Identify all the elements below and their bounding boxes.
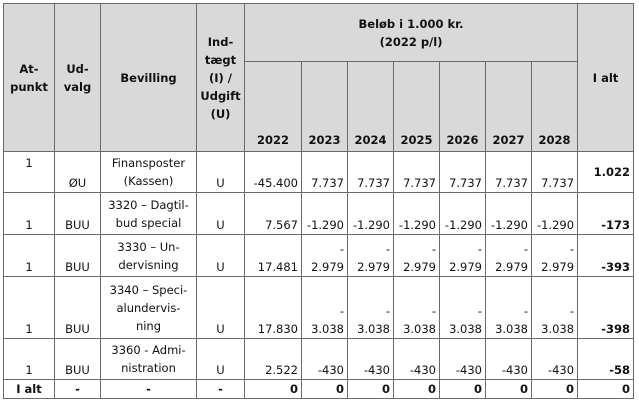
value-cell: - 3.038 [439,276,486,339]
udvalg-cell: ØU [54,151,101,193]
table-row: 1 BUU 3340 – Speci- alundervis- ning U 1… [3,276,635,339]
value-cell: -1.290 [485,192,532,235]
value-cell: - 3.038 [530,276,579,339]
total-row-value: 0 [393,379,440,399]
value-cell: 7.737 [393,151,440,193]
type-cell: U [196,234,245,277]
total-cell: 1.022 [577,151,635,193]
header-belob-title: Beløb i 1.000 kr. (2022 p/l) [243,3,579,62]
total-row-udvalg: - [54,379,101,399]
udvalg-cell: BUU [54,234,101,277]
bevilling-cell: 3320 – Dagtil- bud special [100,192,197,235]
value-cell: -1.290 [439,192,486,235]
header-bevilling: Bevilling [100,3,197,152]
value-cell: 17.481 [244,234,302,277]
bevilling-cell: 3360 - Admi- nistration [100,338,197,380]
value-cell: -430 [530,338,579,380]
header-atpunkt: At- punkt [3,3,55,152]
header-year: 2026 [439,61,486,152]
header-year: 2028 [530,61,579,152]
total-row-value: 0 [439,379,486,399]
value-cell: -1.290 [347,192,394,235]
value-cell: -1.290 [393,192,440,235]
total-row-bevilling: - [100,379,197,399]
header-row: At- punkt Ud- valg Bevilling Ind- tægt (… [3,3,635,152]
value-cell: 7.567 [244,192,302,235]
value-cell: - 2.979 [393,234,440,277]
header-year: 2027 [485,61,532,152]
total-row-value: 0 [301,379,348,399]
type-cell: U [196,276,245,339]
table-row: 1 BUU 3360 - Admi- nistration U 2.522 -4… [3,338,635,380]
atpunkt-cell: 1 [3,276,55,339]
total-cell: -398 [577,276,635,339]
value-cell: -430 [393,338,440,380]
bevilling-cell: Finansposter (Kassen) [100,151,197,193]
total-row-value: 0 [244,379,302,399]
value-cell: -430 [439,338,486,380]
value-cell: 17.830 [244,276,302,339]
value-cell: 7.737 [347,151,394,193]
budget-table-wrapper: At- punkt Ud- valg Bevilling Ind- tægt (… [3,3,635,399]
header-year: 2024 [347,61,394,152]
value-cell: - 2.979 [347,234,394,277]
header-i-alt: I alt [577,3,635,152]
value-cell: - 2.979 [301,234,348,277]
value-cell: -430 [301,338,348,380]
value-cell: - 2.979 [530,234,579,277]
value-cell: 2.522 [244,338,302,380]
value-cell: -430 [485,338,532,380]
total-row-value: 0 [530,379,579,399]
value-cell: - 2.979 [485,234,532,277]
header-year: 2022 [244,61,302,152]
value-cell: 7.737 [439,151,486,193]
value-cell: 7.737 [530,151,579,193]
total-cell: -173 [577,192,635,235]
total-row-value: 0 [347,379,394,399]
table-row: 1 BUU 3330 – Un- dervisning U 17.481 - 2… [3,234,635,277]
value-cell: -45.400 [244,151,302,193]
value-cell: -430 [347,338,394,380]
header-year: 2025 [393,61,440,152]
atpunkt-cell: 1 [3,151,55,193]
value-cell: 7.737 [485,151,532,193]
value-cell: 7.737 [301,151,348,193]
value-cell: - 3.038 [347,276,394,339]
type-cell: U [196,151,245,193]
table-row: 1 BUU 3320 – Dagtil- bud special U 7.567… [3,192,635,235]
header-year: 2023 [301,61,348,152]
table-row: 1 ØU Finansposter (Kassen) U -45.400 7.7… [3,151,635,193]
header-years-row: 2022 2023 2024 2025 2026 2027 2028 [4,61,634,152]
value-cell: -1.290 [301,192,348,235]
total-cell: -58 [577,338,635,380]
header-indtaegt-udgift: Ind- tægt (I) / Udgift (U) [196,3,245,152]
atpunkt-cell: 1 [3,192,55,235]
value-cell: - 3.038 [485,276,532,339]
udvalg-cell: BUU [54,192,101,235]
total-row-type: - [196,379,245,399]
atpunkt-cell: 1 [3,234,55,277]
value-cell: - 2.979 [439,234,486,277]
total-row-total: 0 [577,379,635,399]
value-cell: - 3.038 [393,276,440,339]
type-cell: U [196,192,245,235]
value-cell: -1.290 [530,192,579,235]
value-cell: - 3.038 [301,276,348,339]
total-cell: -393 [577,234,635,277]
bevilling-cell: 3330 – Un- dervisning [100,234,197,277]
total-row: I alt - - - 0 0 0 0 0 0 0 0 [3,379,635,399]
type-cell: U [196,338,245,380]
udvalg-cell: BUU [54,338,101,380]
total-row-label: I alt [3,379,55,399]
bevilling-cell: 3340 – Speci- alundervis- ning [100,276,197,339]
header-udvalg: Ud- valg [54,3,101,152]
udvalg-cell: BUU [54,276,101,339]
total-row-value: 0 [485,379,532,399]
budget-table: At- punkt Ud- valg Bevilling Ind- tægt (… [3,3,635,399]
atpunkt-cell: 1 [3,338,55,380]
